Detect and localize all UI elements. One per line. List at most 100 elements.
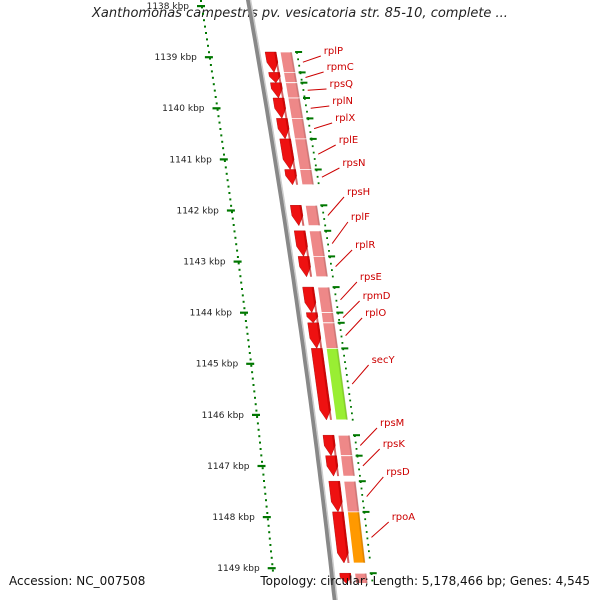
ruler-dot bbox=[235, 243, 238, 246]
connector-dot bbox=[334, 293, 337, 296]
connector-dot bbox=[339, 329, 342, 331]
tick-label: 1144 kbp bbox=[190, 309, 233, 319]
gene-boundary-tick bbox=[309, 137, 317, 140]
label-leader bbox=[351, 364, 369, 385]
label-leader bbox=[331, 221, 349, 244]
gene-label-rplf: rplF bbox=[351, 212, 370, 223]
ruler-dot bbox=[225, 172, 228, 175]
gene-arrow-shade bbox=[332, 435, 337, 456]
ruler-tick bbox=[204, 56, 213, 59]
connector-dot bbox=[338, 319, 340, 321]
connector-dot bbox=[344, 361, 346, 363]
gene-boundary-tick bbox=[295, 51, 303, 53]
ruler-dot bbox=[216, 108, 219, 111]
ruler-dot bbox=[229, 198, 232, 201]
ruler-dot bbox=[271, 569, 274, 572]
ruler-dot bbox=[256, 416, 259, 418]
gene-boundary-tick bbox=[324, 229, 332, 232]
feature-block-shade bbox=[323, 256, 329, 277]
feature-block-shade bbox=[357, 511, 366, 563]
ruler-dot bbox=[260, 454, 263, 457]
gene-arrow-shade bbox=[285, 118, 291, 139]
gene-label-rpse: rpsE bbox=[360, 272, 382, 283]
connector-dot bbox=[323, 218, 326, 220]
gene-boundary-tick bbox=[306, 117, 314, 120]
feature-block-shade bbox=[336, 348, 348, 420]
gene-boundary-tick bbox=[303, 97, 310, 99]
gene-boundary-tick bbox=[341, 347, 349, 350]
gene-arrow-shade bbox=[337, 481, 344, 512]
gene-label-rplx: rplX bbox=[335, 113, 355, 124]
ruler-dot bbox=[270, 556, 273, 559]
feature-block-shade bbox=[332, 322, 339, 349]
gene-label-rpsd: rpsD bbox=[386, 467, 410, 478]
label-leader bbox=[371, 521, 390, 538]
connector-dot bbox=[316, 175, 319, 178]
connector-dot bbox=[312, 151, 315, 154]
ruler-dot bbox=[251, 371, 254, 374]
gene-label-rplp: rplP bbox=[324, 46, 343, 57]
connector-dot bbox=[331, 269, 333, 271]
ruler-dot bbox=[236, 249, 239, 252]
ruler-tick bbox=[212, 107, 221, 110]
ruler-dot bbox=[213, 89, 216, 92]
ruler-dot bbox=[256, 422, 259, 425]
ruler-tick bbox=[246, 362, 255, 365]
connector-dot bbox=[357, 462, 360, 464]
connector-dot bbox=[346, 380, 349, 383]
feature-block-shade bbox=[309, 169, 315, 185]
ruler-dot bbox=[202, 12, 204, 15]
ruler-dot bbox=[209, 57, 211, 60]
gene-label-rpmd: rpmD bbox=[363, 291, 391, 302]
gene-label-rpln: rplN bbox=[332, 96, 353, 107]
tick-label: 1142 kbp bbox=[176, 206, 219, 216]
ruler-dot bbox=[258, 435, 261, 438]
connector-dot bbox=[297, 58, 299, 61]
ruler-dot bbox=[240, 281, 243, 284]
gene-boundary-tick bbox=[337, 321, 345, 324]
ruler-dot bbox=[231, 211, 233, 214]
tick-label: 1140 kbp bbox=[162, 104, 205, 114]
ruler-dot bbox=[208, 51, 210, 54]
gene-arrow-shade bbox=[277, 72, 282, 83]
label-leader bbox=[310, 105, 330, 109]
gene-label-rpsq: rpsQ bbox=[330, 79, 354, 90]
gene-arrow-shade bbox=[307, 256, 313, 277]
feature-block bbox=[299, 169, 315, 186]
connector-dot bbox=[350, 406, 352, 408]
tick-label: 1146 kbp bbox=[202, 411, 245, 421]
label-leader bbox=[342, 300, 360, 319]
connector-dot bbox=[361, 494, 364, 496]
connector-dot bbox=[362, 506, 365, 509]
ruler-tick bbox=[267, 567, 276, 570]
gene-arrow-shade bbox=[303, 230, 310, 257]
label-leader bbox=[317, 144, 336, 155]
ruler-dot bbox=[228, 192, 231, 194]
ruler-dot bbox=[248, 345, 250, 348]
label-leader bbox=[359, 427, 378, 446]
label-leader bbox=[362, 448, 381, 467]
gene-label-rpoa: rpoA bbox=[392, 512, 416, 523]
ruler-dot bbox=[271, 563, 274, 566]
ruler-dot bbox=[266, 512, 269, 514]
connector-dot bbox=[343, 354, 345, 357]
ruler-dot bbox=[259, 441, 261, 444]
connector-dot bbox=[362, 500, 364, 503]
gene-label-secy: secY bbox=[372, 355, 396, 366]
connector-dot bbox=[367, 543, 370, 546]
label-leader bbox=[366, 476, 384, 497]
gene-boundary-tick bbox=[358, 480, 366, 483]
ruler-dot bbox=[248, 352, 251, 354]
connector-dot bbox=[366, 537, 369, 540]
ruler-dot bbox=[230, 204, 233, 207]
topology-summary: Topology: circular; Length: 5,178,466 bp… bbox=[260, 574, 590, 588]
ruler-dot bbox=[224, 166, 227, 169]
ruler-dot bbox=[245, 326, 248, 329]
connector-dot bbox=[308, 124, 311, 127]
connector-dot bbox=[351, 412, 353, 415]
gene-label-rplo: rplO bbox=[365, 308, 386, 319]
gene-arrow-shade bbox=[341, 511, 350, 563]
connector-dot bbox=[368, 556, 371, 559]
feature-block-shade bbox=[315, 205, 321, 226]
